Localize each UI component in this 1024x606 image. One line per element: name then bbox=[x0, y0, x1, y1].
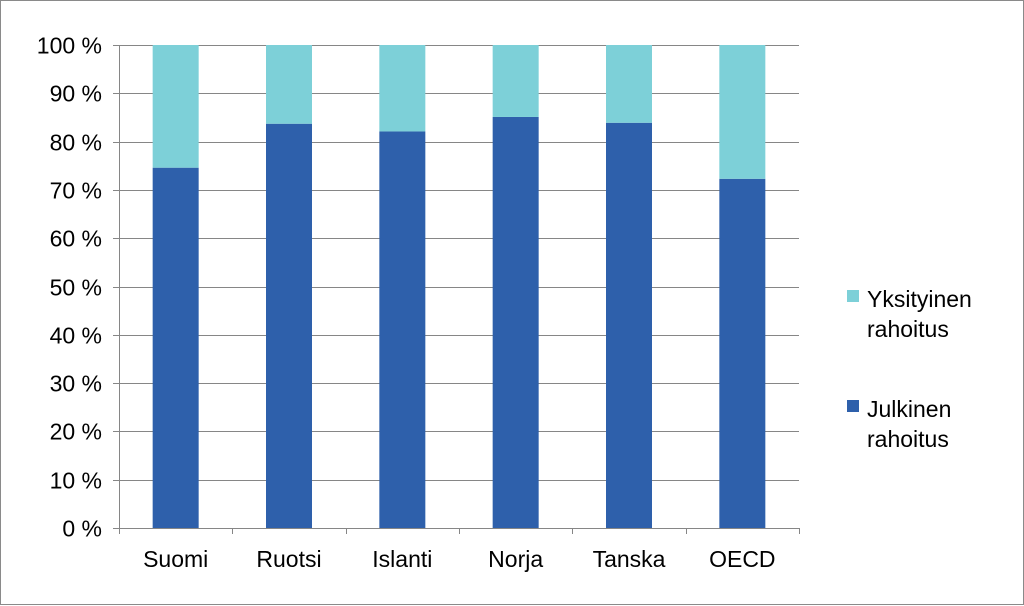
gridlines bbox=[119, 45, 799, 481]
y-tick-label: 90 % bbox=[50, 81, 102, 107]
bar-segment bbox=[606, 45, 652, 123]
x-category-label: Norja bbox=[488, 546, 543, 572]
bar-segment bbox=[492, 116, 539, 528]
y-tick-label: 10 % bbox=[50, 468, 102, 494]
x-category-label: OECD bbox=[709, 546, 775, 572]
legend: Yksityinen rahoitus Julkinen rahoitus bbox=[847, 286, 972, 452]
y-tick-label: 40 % bbox=[50, 323, 102, 349]
y-tick-label: 70 % bbox=[50, 178, 102, 204]
legend-swatch bbox=[847, 290, 859, 302]
bar-segment bbox=[492, 45, 539, 117]
x-category-label: Tanska bbox=[593, 546, 666, 572]
x-category-label: Suomi bbox=[143, 546, 208, 572]
bars bbox=[152, 45, 766, 528]
bar-segment bbox=[152, 167, 199, 528]
bar-segment bbox=[719, 45, 766, 179]
x-category-label: Islanti bbox=[372, 546, 432, 572]
y-tick-label: 0 % bbox=[62, 516, 102, 542]
y-tick-label: 30 % bbox=[50, 371, 102, 397]
y-tick-label: 50 % bbox=[50, 275, 102, 301]
bar-segment bbox=[719, 178, 766, 528]
legend-label: rahoitus bbox=[867, 316, 949, 342]
legend-label: Yksityinen bbox=[867, 286, 972, 312]
x-category-label: Ruotsi bbox=[256, 546, 321, 572]
bar-segment bbox=[606, 122, 652, 528]
bar-segment bbox=[266, 123, 312, 528]
legend-label: rahoitus bbox=[867, 426, 949, 452]
bar-segment bbox=[152, 45, 199, 168]
legend-swatch bbox=[847, 400, 859, 412]
y-tick-label: 80 % bbox=[50, 130, 102, 156]
legend-label: Julkinen bbox=[867, 396, 951, 422]
y-tick-label: 20 % bbox=[50, 419, 102, 445]
bar-segment bbox=[379, 131, 426, 528]
y-tick-label: 60 % bbox=[50, 226, 102, 252]
bar-segment bbox=[379, 45, 426, 132]
bar-segment bbox=[266, 45, 312, 124]
axes: 0 % 10 % 20 % 30 % 40 % 50 % 60 % 70 % 80 % 90 % 1… bbox=[37, 33, 800, 572]
y-tick-label: 100 % bbox=[37, 33, 102, 59]
